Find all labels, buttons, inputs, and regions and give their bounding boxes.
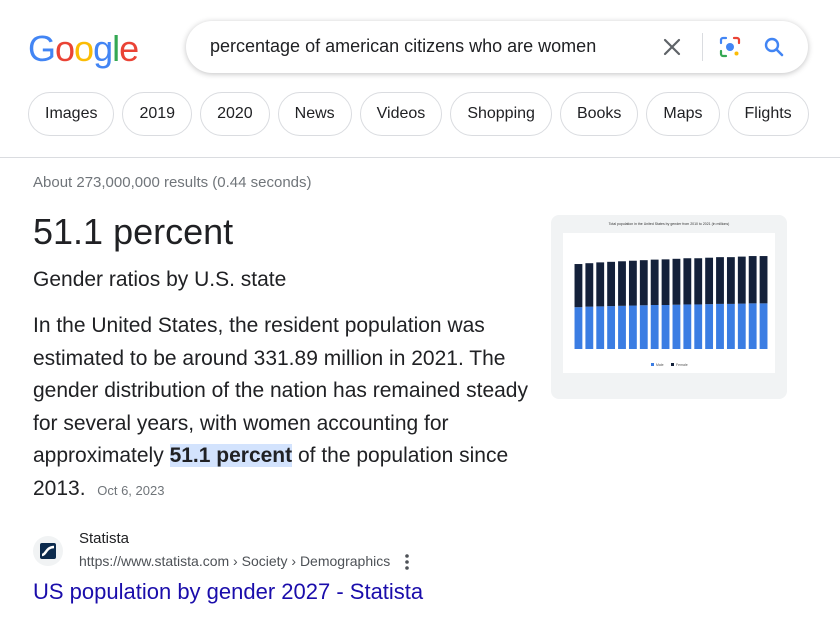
bar-female [574, 264, 583, 308]
bar-male [737, 303, 746, 349]
bar-male [748, 303, 757, 349]
snippet-text: In the United States, the resident popul… [33, 314, 528, 467]
legend-female-swatch [671, 363, 674, 366]
chip-news[interactable]: News [277, 92, 352, 136]
chip-2020[interactable]: 2020 [200, 92, 270, 136]
google-logo[interactable]: Google [28, 28, 139, 70]
bar-female [726, 257, 735, 304]
chip-videos[interactable]: Videos [359, 92, 443, 136]
featured-image[interactable]: Total population in the United States by… [551, 215, 787, 399]
bar-female [759, 256, 768, 304]
lens-button[interactable] [718, 35, 742, 59]
bar-male [639, 305, 648, 349]
search-button[interactable] [762, 35, 786, 59]
bar-male [585, 306, 594, 349]
header-divider [0, 157, 840, 158]
logo-letter: o [55, 28, 75, 69]
bar-female [694, 258, 703, 305]
legend-male-swatch [651, 363, 654, 366]
logo-letter: o [74, 28, 94, 69]
chip-flights[interactable]: Flights [727, 92, 809, 136]
bar-male [628, 305, 637, 349]
snippet-highlight: 51.1 percent [169, 444, 293, 467]
bar-male [607, 306, 616, 349]
featured-answer: 51.1 percent [33, 211, 234, 252]
chip-images[interactable]: Images [28, 92, 115, 136]
search-input[interactable]: percentage of american citizens who are … [210, 36, 597, 56]
bar-female [650, 259, 659, 305]
statista-favicon [33, 536, 63, 566]
bar-female [748, 256, 757, 304]
bar-male [650, 305, 659, 349]
bar-male [672, 304, 681, 349]
source-url: https://www.statista.com › Society › Dem… [79, 553, 391, 569]
statista-logo-icon [40, 543, 56, 559]
chart-bars [574, 256, 768, 349]
clear-button[interactable] [660, 35, 684, 59]
bar-female [618, 261, 626, 306]
logo-letter: l [112, 28, 120, 69]
bar-male [716, 303, 724, 349]
logo-letter: G [28, 28, 56, 69]
search-box[interactable]: percentage of american citizens who are … [186, 21, 808, 73]
more-vert-icon [405, 554, 409, 570]
bar-female [628, 260, 637, 306]
bar-female [716, 257, 724, 304]
result-stats: About 273,000,000 results (0.44 seconds) [33, 174, 312, 191]
bar-female [661, 259, 670, 305]
bar-male [759, 303, 768, 349]
filter-chips: Images 2019 2020 News Videos Shopping Bo… [28, 92, 809, 136]
chart-thumbnail: Total population in the United States by… [563, 222, 775, 373]
bar-male [618, 305, 626, 349]
result-title-link[interactable]: US population by gender 2027 - Statista [33, 579, 424, 604]
snippet-date: Oct 6, 2023 [97, 482, 165, 498]
result-source[interactable]: Statista https://www.statista.com › Soci… [33, 530, 473, 576]
logo-letter: g [93, 28, 113, 69]
legend-male-label: Male [656, 363, 664, 367]
bar-male [661, 305, 670, 349]
source-name: Statista [79, 530, 130, 547]
chip-2019[interactable]: 2019 [122, 92, 193, 136]
legend-female-label: Female [676, 363, 688, 367]
search-icon [764, 37, 784, 57]
close-icon [663, 38, 681, 56]
bar-female [639, 260, 648, 306]
lens-icon [719, 36, 741, 58]
search-divider [702, 33, 703, 61]
chip-shopping[interactable]: Shopping [450, 92, 552, 136]
chip-books[interactable]: Books [559, 92, 639, 136]
more-options-button[interactable] [399, 552, 415, 572]
bar-male [574, 307, 583, 349]
chart-title: Total population in the United States by… [609, 222, 730, 226]
logo-letter: e [119, 28, 139, 69]
bar-female [683, 258, 692, 305]
chip-maps[interactable]: Maps [646, 92, 720, 136]
bar-male [705, 304, 714, 349]
bar-female [607, 261, 616, 307]
bar-female [672, 258, 681, 305]
bar-female [737, 256, 746, 304]
bar-female [585, 263, 594, 307]
bar-female [705, 257, 714, 305]
featured-subtitle[interactable]: Gender ratios by U.S. state [33, 268, 287, 291]
bar-female [596, 262, 605, 307]
bar-male [596, 306, 605, 349]
bar-male [726, 303, 735, 349]
snippet-text: of the population since 2013. [33, 444, 509, 500]
bar-male [694, 304, 703, 349]
featured-snippet-text: In the United States, the resident popul… [33, 310, 533, 507]
bar-male [683, 304, 692, 349]
